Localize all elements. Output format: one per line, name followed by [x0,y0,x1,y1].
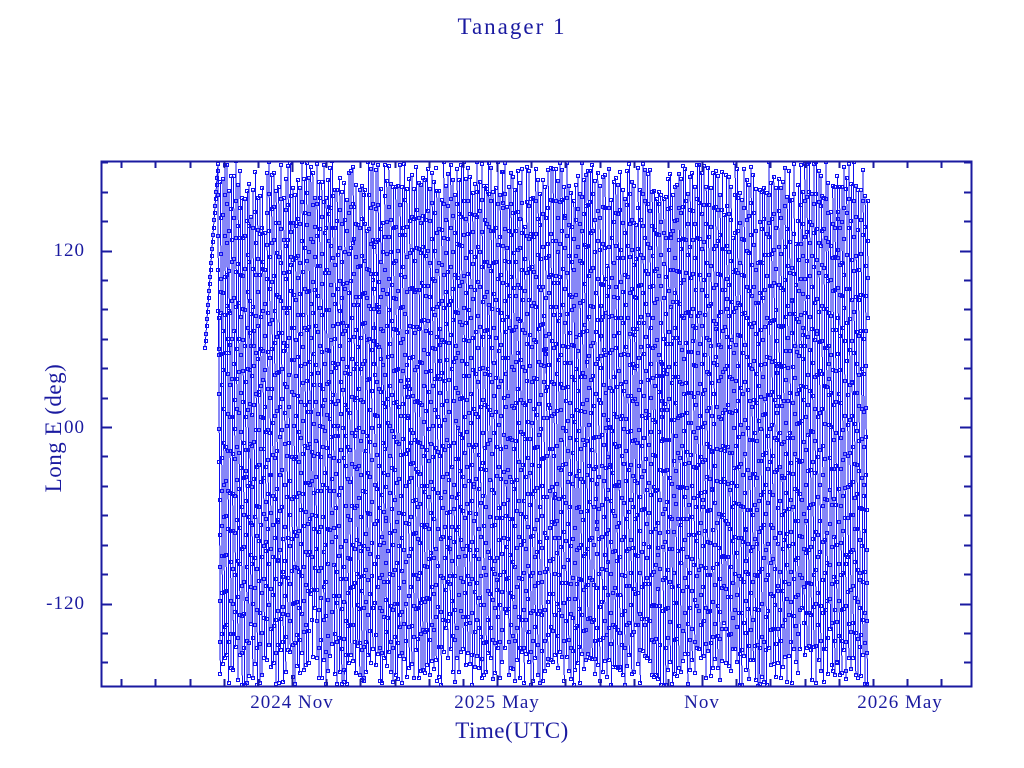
ytick-label-minus-120: -120 [46,593,85,614]
axis-frame [100,160,973,688]
xtick-label-nov: Nov [684,692,720,713]
xtick-label-2026-may: 2026 May [857,692,943,713]
data-series-long-e [203,161,870,686]
ytick-label-120: 120 [53,240,85,261]
y-axis-title: Long E (deg) [41,363,66,493]
xtick-label-2024-nov: 2024 Nov [250,692,334,713]
page-title: Tanager 1 [457,14,567,39]
xtick-label-2025-may: 2025 May [454,692,540,713]
ytick-label-00: 00 [64,417,85,438]
x-axis-title: Time(UTC) [455,718,569,743]
